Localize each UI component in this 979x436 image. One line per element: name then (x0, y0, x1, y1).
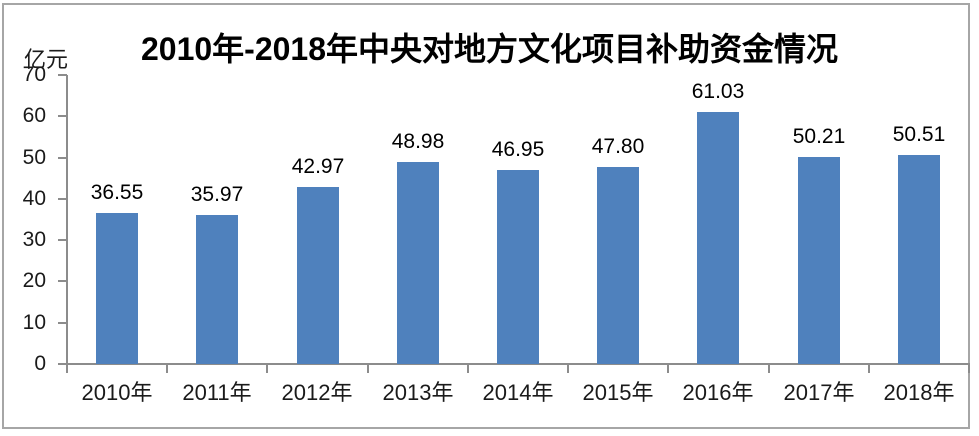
bar-value-label: 47.80 (591, 135, 645, 158)
y-tick-label: 30 (22, 228, 46, 251)
bar (697, 112, 739, 364)
x-tick-mark (768, 364, 770, 373)
bar-value-label: 50.51 (892, 123, 946, 146)
bar (96, 213, 138, 364)
bar (798, 157, 840, 364)
x-tick-mark (567, 364, 569, 373)
y-tick-mark (58, 157, 67, 159)
x-tick-mark (266, 364, 268, 373)
x-category-label: 2014年 (482, 380, 554, 405)
x-tick-mark (667, 364, 669, 373)
y-tick-mark (58, 239, 67, 241)
x-tick-mark (66, 364, 68, 373)
x-axis-line (58, 363, 970, 365)
y-tick-label: 60 (22, 104, 46, 127)
x-category-label: 2010年 (81, 380, 153, 405)
bar-value-label: 35.97 (190, 183, 244, 206)
y-tick-label: 20 (22, 269, 46, 292)
x-category-label: 2017年 (783, 380, 855, 405)
y-tick-mark (58, 322, 67, 324)
x-tick-mark (166, 364, 168, 373)
bar (196, 215, 238, 364)
y-tick-label: 50 (22, 146, 46, 169)
x-tick-mark (968, 364, 970, 373)
y-tick-label: 70 (22, 63, 46, 86)
x-tick-mark (467, 364, 469, 373)
x-category-label: 2013年 (382, 380, 454, 405)
bar-value-label: 50.21 (792, 125, 846, 148)
x-tick-mark (367, 364, 369, 373)
bar (597, 167, 639, 364)
y-tick-mark (58, 363, 67, 365)
bar-value-label: 42.97 (291, 155, 345, 178)
y-tick-mark (58, 74, 67, 76)
x-tick-mark (868, 364, 870, 373)
y-tick-mark (58, 115, 67, 117)
x-category-label: 2016年 (682, 380, 754, 405)
bar-value-label: 46.95 (491, 138, 545, 161)
bar (397, 162, 439, 364)
bar-value-label: 48.98 (391, 130, 445, 153)
bar-value-label: 36.55 (90, 181, 144, 204)
y-tick-label: 40 (22, 187, 46, 210)
bar-value-label: 61.03 (691, 80, 745, 103)
bar (898, 155, 940, 364)
x-category-label: 2011年 (182, 380, 252, 405)
y-tick-mark (58, 280, 67, 282)
bar (497, 170, 539, 364)
bar (297, 187, 339, 364)
y-tick-mark (58, 198, 67, 200)
x-category-label: 2018年 (883, 380, 955, 405)
y-axis-unit-label: 亿元 (24, 47, 69, 72)
y-tick-label: 10 (22, 311, 46, 334)
y-tick-label: 0 (34, 352, 46, 375)
x-category-label: 2012年 (281, 380, 353, 405)
chart-outer-frame (2, 3, 970, 429)
chart-title: 2010年-2018年中央对地方文化项目补助资金情况 (140, 31, 839, 67)
y-axis-line (66, 75, 68, 364)
x-category-label: 2015年 (582, 380, 654, 405)
